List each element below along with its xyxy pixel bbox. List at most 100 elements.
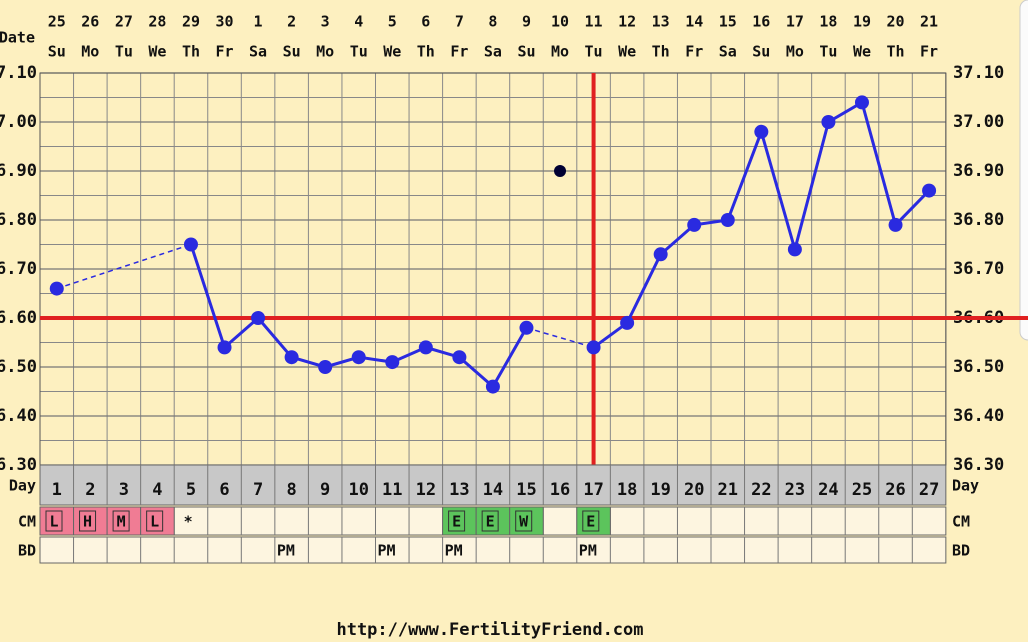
y-tick-label-right: 36.80 bbox=[953, 210, 1004, 230]
y-tick-label-right: 36.30 bbox=[953, 455, 1004, 475]
row-bg bbox=[39, 536, 947, 564]
y-tick-label: 36.40 bbox=[0, 406, 37, 426]
day-number: 21 bbox=[718, 480, 738, 500]
date: 25 bbox=[48, 13, 66, 31]
day-number: 9 bbox=[320, 480, 330, 500]
y-tick-label: 36.30 bbox=[0, 455, 37, 475]
weekday: Fr bbox=[685, 43, 703, 61]
date: 10 bbox=[551, 13, 569, 31]
date: 6 bbox=[421, 13, 430, 31]
weekday: Mo bbox=[81, 43, 99, 61]
temperature-point bbox=[452, 350, 467, 365]
y-tick-label-right: 37.00 bbox=[953, 112, 1004, 132]
cm-value: * bbox=[184, 513, 193, 531]
temperature-point bbox=[754, 124, 769, 139]
date-label: Date bbox=[0, 29, 35, 47]
day-number: 12 bbox=[416, 480, 436, 500]
weekday: Su bbox=[517, 43, 535, 61]
weekday: Fr bbox=[920, 43, 938, 61]
row-label: Day bbox=[9, 477, 36, 495]
y-tick-label: 36.60 bbox=[0, 308, 37, 328]
weekday: Sa bbox=[249, 43, 267, 61]
date: 12 bbox=[618, 13, 636, 31]
cm-value: E bbox=[452, 513, 461, 531]
temperature-point bbox=[284, 350, 299, 365]
date: 19 bbox=[853, 13, 871, 31]
cm-badge bbox=[45, 510, 63, 532]
weekday: Th bbox=[182, 43, 200, 61]
date: 8 bbox=[488, 13, 497, 31]
gap-bridge bbox=[526, 327, 594, 349]
weekday: Th bbox=[652, 43, 670, 61]
cm-badge bbox=[582, 510, 600, 532]
weekday: Su bbox=[752, 43, 770, 61]
cm-value: L bbox=[150, 513, 159, 531]
day-number: 8 bbox=[287, 480, 297, 500]
weekday: Sa bbox=[484, 43, 502, 61]
day-number: 25 bbox=[852, 480, 872, 500]
date: 20 bbox=[886, 13, 904, 31]
temperature-point bbox=[519, 320, 534, 335]
cm-value: E bbox=[486, 513, 495, 531]
weekday: We bbox=[383, 43, 401, 61]
temperature-point bbox=[854, 95, 869, 110]
bd-value: PM bbox=[277, 542, 295, 560]
date: 18 bbox=[819, 13, 837, 31]
date: 30 bbox=[215, 13, 233, 31]
cm-badge bbox=[112, 510, 130, 532]
temperature-point bbox=[787, 242, 802, 257]
temperature-point bbox=[318, 360, 333, 374]
y-tick-label-right: 37.10 bbox=[953, 63, 1004, 83]
weekday: Tu bbox=[585, 43, 603, 61]
y-tick-label-right: 36.90 bbox=[953, 161, 1004, 181]
discarded-point bbox=[554, 165, 567, 177]
day-number: 18 bbox=[617, 480, 637, 500]
temperature-point bbox=[653, 247, 668, 262]
day-number: 6 bbox=[219, 480, 229, 500]
weekday: Sa bbox=[719, 43, 737, 61]
day-number: 26 bbox=[885, 480, 905, 500]
row-label: BD bbox=[18, 542, 36, 560]
cm-value: M bbox=[117, 513, 126, 531]
day-number: 15 bbox=[516, 480, 536, 500]
row-label-right: BD bbox=[952, 542, 970, 560]
temperature-point bbox=[49, 281, 64, 296]
weekday: We bbox=[853, 43, 871, 61]
y-tick-label: 36.50 bbox=[0, 357, 37, 377]
date: 27 bbox=[115, 13, 133, 31]
weekday: Mo bbox=[786, 43, 804, 61]
date: 15 bbox=[719, 13, 737, 31]
footer: http://www.FertilityFriend.com bbox=[336, 620, 643, 640]
weekday: Tu bbox=[350, 43, 368, 61]
side-panel bbox=[1019, 0, 1028, 341]
date: 2 bbox=[287, 13, 296, 31]
temperature-point bbox=[251, 311, 266, 325]
temperature-point bbox=[821, 115, 836, 129]
row-label-right: Day bbox=[952, 477, 979, 495]
bd-value: PM bbox=[579, 542, 597, 560]
row-label: CM bbox=[18, 513, 36, 531]
row-bg bbox=[39, 464, 947, 506]
temperature-point bbox=[217, 340, 232, 355]
cm-badge bbox=[515, 510, 533, 532]
temperature-point bbox=[922, 183, 937, 198]
day-number: 24 bbox=[818, 480, 838, 500]
row-label-right: CM bbox=[952, 513, 970, 531]
date: 7 bbox=[455, 13, 464, 31]
temperature-point bbox=[720, 213, 735, 227]
y-tick-label: 37.00 bbox=[0, 112, 37, 132]
day-number: 4 bbox=[152, 480, 162, 500]
date: 29 bbox=[182, 13, 200, 31]
weekday: Su bbox=[48, 43, 66, 61]
temperature-point bbox=[586, 340, 601, 355]
day-number: 17 bbox=[583, 480, 603, 500]
cm-value: W bbox=[519, 513, 529, 531]
date: 14 bbox=[685, 13, 703, 31]
day-number: 19 bbox=[650, 480, 670, 500]
cm-badge bbox=[79, 510, 97, 532]
cm-badge bbox=[448, 510, 466, 532]
day-number: 3 bbox=[119, 480, 129, 500]
temperature-point bbox=[888, 217, 903, 232]
weekday: We bbox=[618, 43, 636, 61]
